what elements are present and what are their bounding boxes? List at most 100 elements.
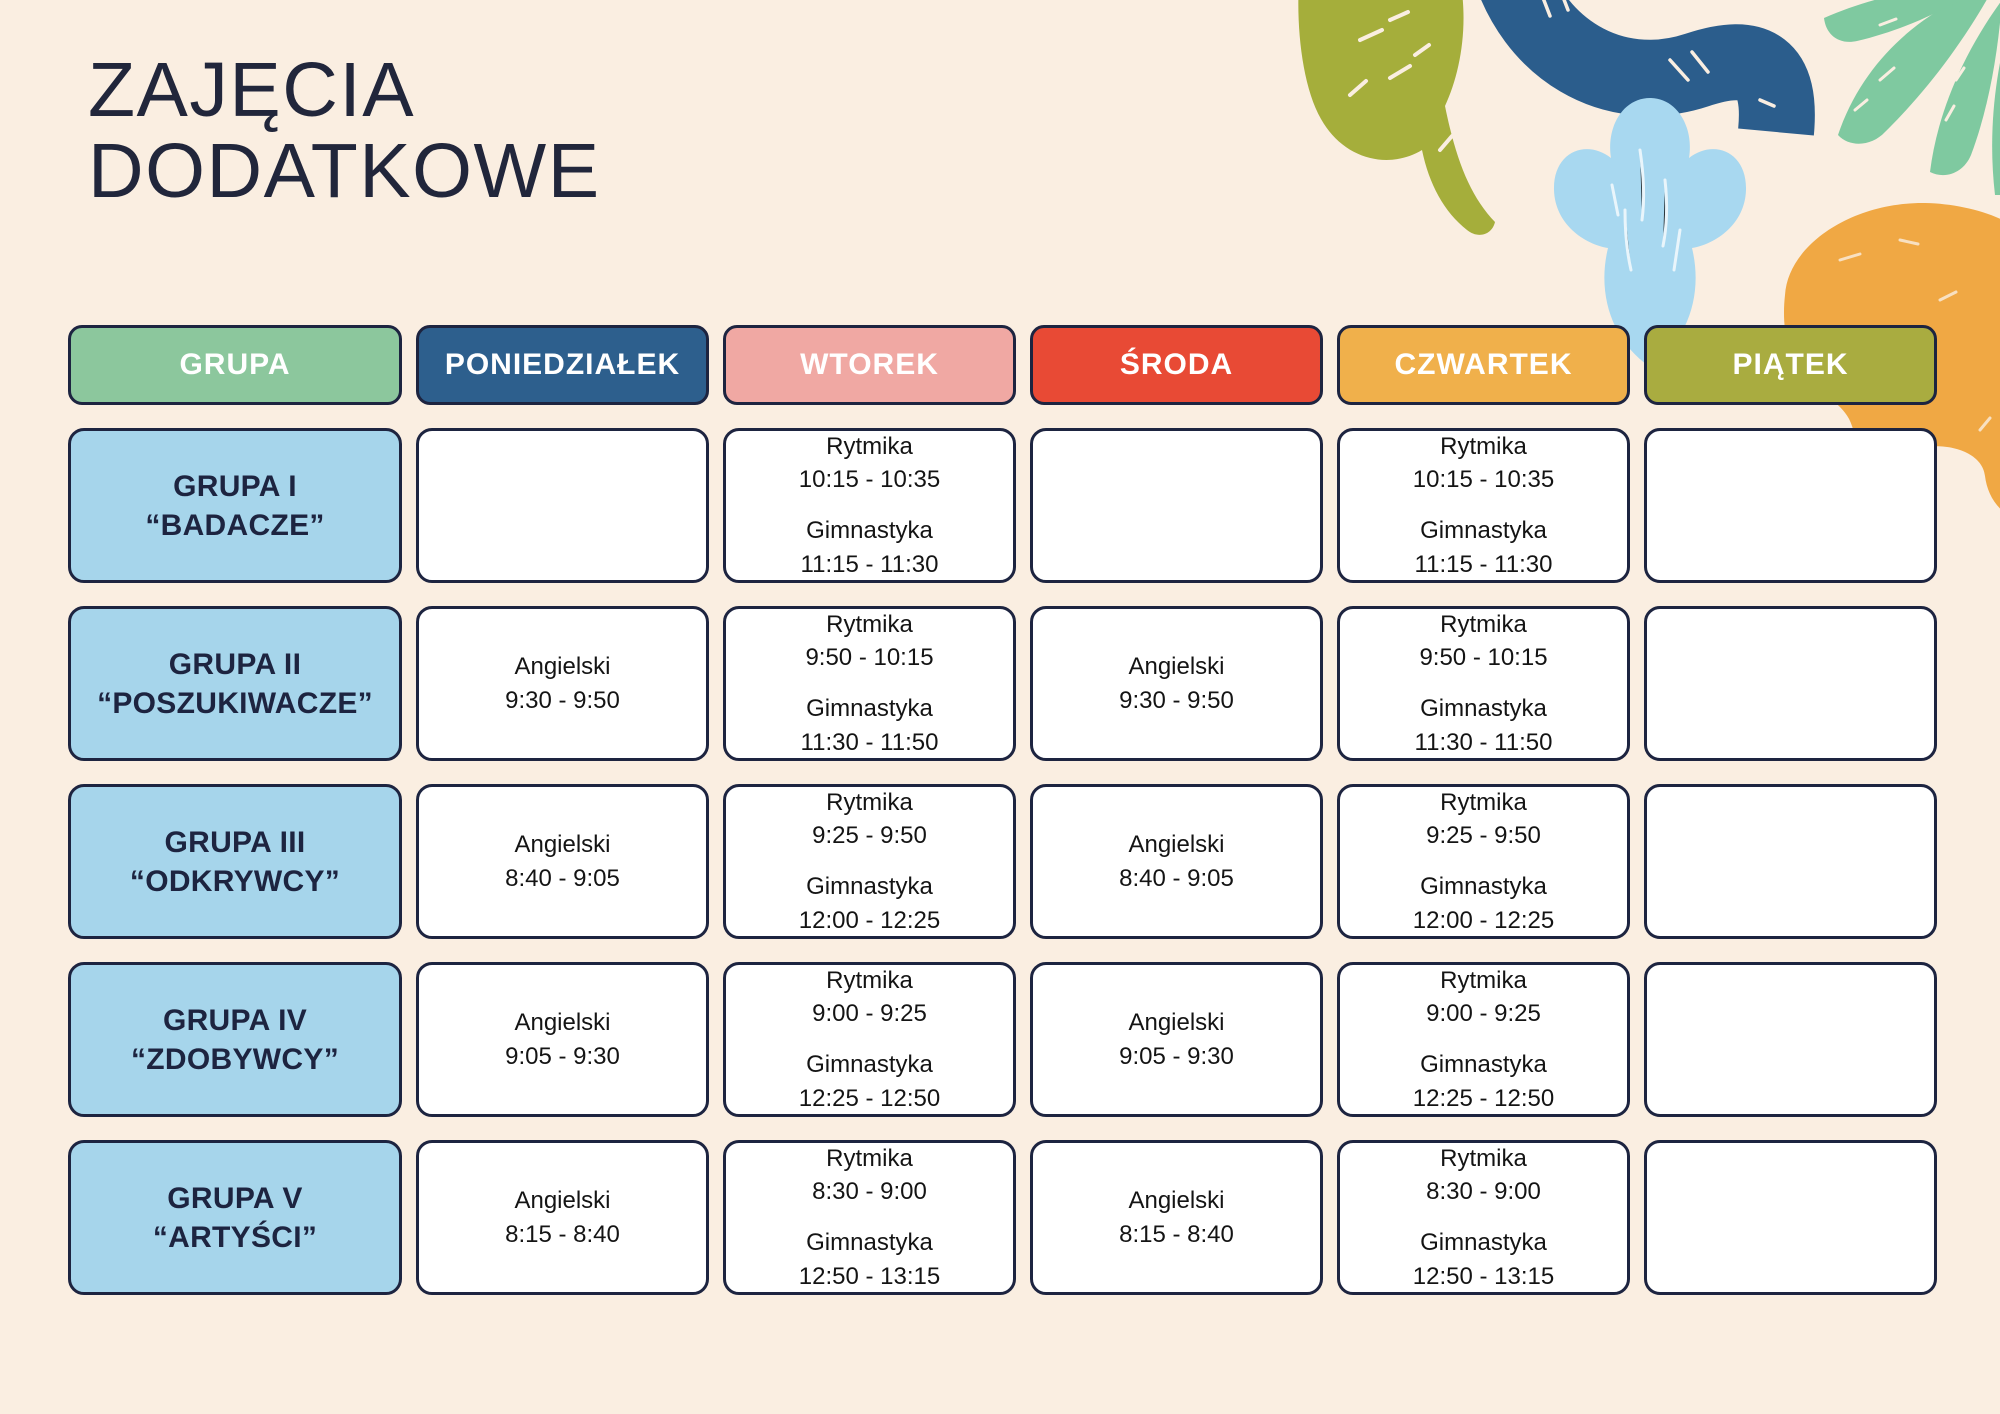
activity-entry: Gimnastyka 12:25 - 12:50	[799, 1048, 940, 1115]
activity-name: Angielski	[514, 830, 611, 858]
header-grupa: GRUPA	[68, 325, 402, 405]
activity-name: Angielski	[1128, 652, 1225, 680]
cell-piatek-row2	[1644, 606, 1937, 761]
activity-time: 12:00 - 12:25	[798, 906, 941, 934]
activity-time: 9:00 - 9:25	[1426, 1000, 1541, 1028]
activity-name: Rytmika	[1440, 788, 1527, 816]
cell-wtorek-row1: Rytmika 10:15 - 10:35 Gimnastyka 11:15 - 11…	[723, 428, 1016, 583]
activity-entry: Angielski 8:15 - 8:40	[505, 1184, 620, 1251]
page-title-line2: DODATKOWE	[88, 127, 601, 214]
activity-name: Gimnastyka	[1420, 517, 1547, 544]
olive-leaf-shape	[1298, 0, 1495, 235]
activity-name: Angielski	[514, 1186, 611, 1214]
activity-entry: Rytmika 8:30 - 9:00	[1426, 1142, 1541, 1209]
activity-entry: Gimnastyka 11:30 - 11:50	[801, 692, 939, 759]
activity-entry: Angielski 9:30 - 9:50	[1119, 650, 1234, 717]
group-cell-row5: GRUPA V “ARTYŚCI”	[68, 1140, 402, 1295]
cell-czwartek-row5: Rytmika 8:30 - 9:00 Gimnastyka 12:50 - 13:1…	[1337, 1140, 1630, 1295]
activity-name: Angielski	[514, 1008, 611, 1036]
activity-name: Gimnastyka	[806, 1229, 933, 1256]
activity-name: Gimnastyka	[806, 695, 933, 722]
header-czwartek: CZWARTEK	[1337, 325, 1630, 405]
decorative-corner-art	[1298, 0, 2000, 509]
activity-name: Gimnastyka	[806, 1051, 933, 1078]
activity-entry: Gimnastyka 11:15 - 11:30	[801, 514, 939, 581]
activity-name: Gimnastyka	[806, 517, 933, 544]
group-name-line2: “POSZUKIWACZE”	[97, 686, 373, 720]
activity-time: 10:15 - 10:35	[1412, 466, 1555, 494]
activity-time: 8:30 - 9:00	[812, 1178, 927, 1206]
cell-poniedzialek-row3: Angielski 8:40 - 9:05	[416, 784, 709, 939]
activity-time: 9:30 - 9:50	[1119, 686, 1234, 714]
group-name-line1: GRUPA IV	[162, 1003, 308, 1037]
activity-entry: Gimnastyka 11:30 - 11:50	[1415, 692, 1553, 759]
activity-entry: Rytmika 9:25 - 9:50	[1426, 786, 1541, 853]
navy-wave-shape	[1481, 0, 1815, 136]
cell-piatek-row3	[1644, 784, 1937, 939]
cell-sroda-row5: Angielski 8:15 - 8:40	[1030, 1140, 1323, 1295]
activity-time: 9:30 - 9:50	[505, 686, 620, 714]
header-poniedzialek: PONIEDZIAŁEK	[416, 325, 709, 405]
group-name-line2: “ZDOBYWCY”	[131, 1042, 339, 1076]
activity-name: Rytmika	[1440, 966, 1527, 994]
activity-time: 12:25 - 12:50	[1412, 1084, 1555, 1112]
activity-time: 8:40 - 9:05	[505, 864, 620, 892]
activity-time: 11:30 - 11:50	[1414, 728, 1553, 756]
header-wtorek: WTOREK	[723, 325, 1016, 405]
activity-name: Rytmika	[826, 966, 913, 994]
page-title-line1: ZAJĘCIA	[88, 47, 416, 133]
group-cell-row3: GRUPA III “ODKRYWCY”	[68, 784, 402, 939]
activity-name: Rytmika	[1440, 610, 1527, 638]
cell-sroda-row1	[1030, 428, 1323, 583]
cell-czwartek-row1: Rytmika 10:15 - 10:35 Gimnastyka 11:15 - 11…	[1337, 428, 1630, 583]
activity-time: 8:40 - 9:05	[1119, 864, 1234, 892]
cell-wtorek-row4: Rytmika 9:00 - 9:25 Gimnastyka 12:25 - 12:5…	[723, 962, 1016, 1117]
activity-name: Angielski	[1128, 830, 1225, 858]
cell-wtorek-row5: Rytmika 8:30 - 9:00 Gimnastyka 12:50 - 13:1…	[723, 1140, 1016, 1295]
cell-wtorek-row2: Rytmika 9:50 - 10:15 Gimnastyka 11:30 - 11:…	[723, 606, 1016, 761]
light-blue-plant-shape	[1553, 98, 1747, 367]
group-name-line1: GRUPA III	[164, 825, 306, 859]
activity-name: Rytmika	[826, 1144, 913, 1172]
activity-entry: Gimnastyka 12:00 - 12:25	[799, 870, 940, 937]
cell-poniedzialek-row4: Angielski 9:05 - 9:30	[416, 962, 709, 1117]
schedule-table: GRUPA PONIEDZIAŁEK WTOREK ŚRODA CZWARTEK PIĄT…	[68, 325, 1937, 1295]
cell-poniedzialek-row5: Angielski 8:15 - 8:40	[416, 1140, 709, 1295]
activity-entry: Rytmika 9:50 - 10:15	[805, 608, 933, 675]
activity-time: 9:05 - 9:30	[505, 1042, 620, 1070]
activity-entry: Gimnastyka 12:50 - 13:15	[799, 1226, 940, 1293]
cell-piatek-row4	[1644, 962, 1937, 1117]
activity-name: Rytmika	[1440, 1144, 1527, 1172]
activity-time: 12:25 - 12:50	[798, 1084, 941, 1112]
activity-time: 9:50 - 10:15	[1419, 644, 1548, 672]
activity-time: 9:50 - 10:15	[805, 644, 934, 672]
activity-name: Angielski	[514, 652, 611, 680]
cell-czwartek-row4: Rytmika 9:00 - 9:25 Gimnastyka 12:25 - 12:5…	[1337, 962, 1630, 1117]
activity-entry: Rytmika 9:00 - 9:25	[812, 964, 927, 1031]
activity-name: Angielski	[1128, 1008, 1225, 1036]
activity-time: 8:15 - 8:40	[1119, 1220, 1234, 1248]
cell-wtorek-row3: Rytmika 9:25 - 9:50 Gimnastyka 12:00 - 12:2…	[723, 784, 1016, 939]
group-cell-row4: GRUPA IV “ZDOBYWCY”	[68, 962, 402, 1117]
group-name-line2: “ODKRYWCY”	[129, 864, 341, 898]
activity-entry: Angielski 9:30 - 9:50	[505, 650, 620, 717]
activity-entry: Rytmika 10:15 - 10:35	[799, 430, 940, 497]
group-name-line1: GRUPA I	[173, 469, 297, 503]
activity-entry: Angielski 8:40 - 9:05	[505, 828, 620, 895]
activity-entry: Gimnastyka 11:15 - 11:30	[1415, 514, 1553, 581]
activity-name: Gimnastyka	[1420, 1229, 1547, 1256]
activity-entry: Angielski 8:15 - 8:40	[1119, 1184, 1234, 1251]
activity-entry: Rytmika 9:50 - 10:15	[1419, 608, 1547, 675]
cell-poniedzialek-row2: Angielski 9:30 - 9:50	[416, 606, 709, 761]
activity-name: Angielski	[1128, 1186, 1225, 1214]
activity-entry: Angielski 9:05 - 9:30	[1119, 1006, 1234, 1073]
activity-name: Rytmika	[826, 788, 913, 816]
activity-entry: Rytmika 9:00 - 9:25	[1426, 964, 1541, 1031]
group-name-line1: GRUPA II	[168, 647, 302, 681]
activity-name: Gimnastyka	[1420, 1051, 1547, 1078]
activity-time: 11:15 - 11:30	[800, 550, 939, 578]
activity-name: Rytmika	[1440, 432, 1527, 460]
activity-name: Rytmika	[826, 610, 913, 638]
activity-time: 9:25 - 9:50	[812, 822, 927, 850]
activity-entry: Gimnastyka 12:00 - 12:25	[1413, 870, 1554, 937]
